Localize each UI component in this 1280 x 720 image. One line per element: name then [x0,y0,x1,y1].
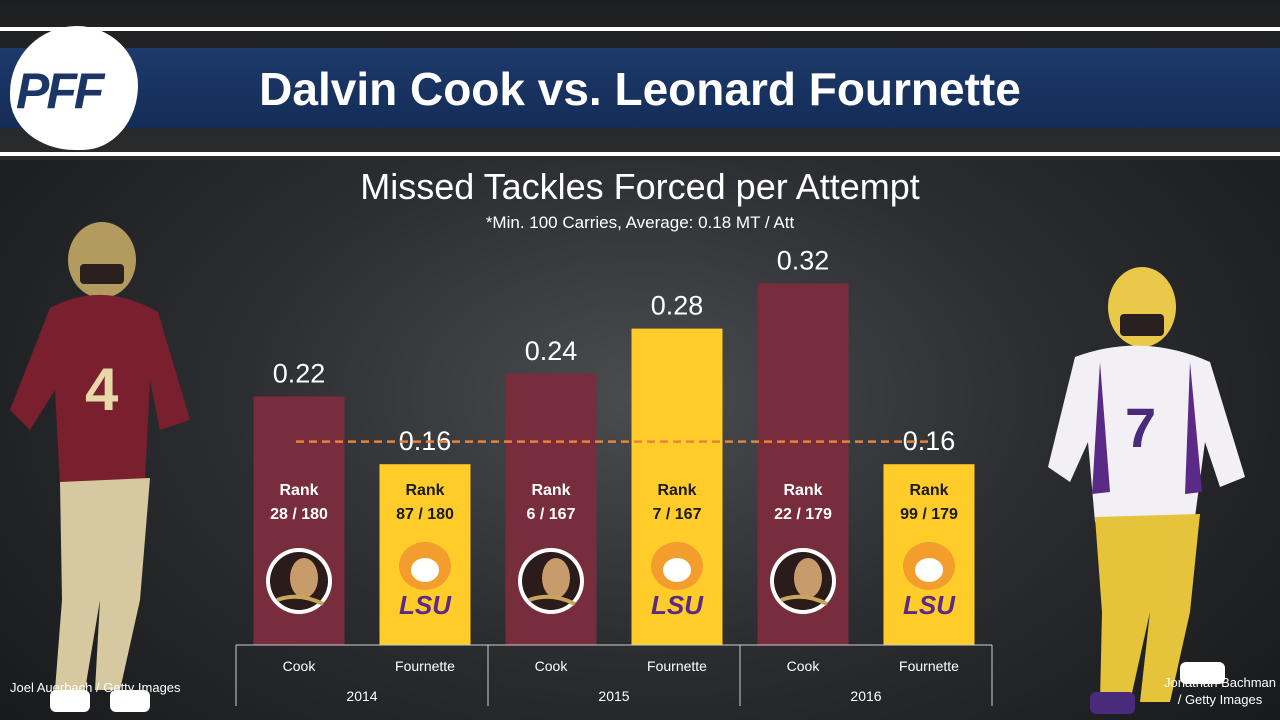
fsu-logo-face [290,558,318,598]
rank-value: 22 / 179 [774,506,832,523]
rank-label: Rank [909,482,948,499]
fsu-logo-face [794,558,822,598]
rank-value: 87 / 180 [396,506,454,523]
svg-text:7: 7 [1125,396,1156,459]
rank-label: Rank [783,482,822,499]
chart-subtitle: *Min. 100 Carries, Average: 0.18 MT / At… [485,213,795,232]
page-title: Dalvin Cook vs. Leonard Fournette [259,63,1021,115]
fsu-logo-feather [276,594,324,606]
x-category-label: Cook [535,658,569,674]
x-category-label: Cook [787,658,821,674]
photo-credit-right: Jonathan Bachman / Getty Images [1163,675,1277,707]
pff-logo-ball [10,26,138,150]
header-top-stripe [0,27,1280,31]
fsu-logo-feather [528,594,576,606]
rank-label: Rank [279,482,318,499]
x-category-label: Cook [283,658,317,674]
lsu-logo-text: LSU [651,590,704,620]
rank-label: Rank [405,482,444,499]
rank-label: Rank [657,482,696,499]
lsu-tiger-muzzle [663,558,691,582]
lsu-logo-text: LSU [399,590,452,620]
rank-value: 28 / 180 [270,506,328,523]
title-bar [0,48,1280,128]
chart-title: Missed Tackles Forced per Attempt [360,166,920,207]
lsu-tiger-muzzle [411,558,439,582]
bar-value-label: 0.28 [651,291,704,321]
lsu-logo-text: LSU [903,590,956,620]
lsu-player-image: 7 [1048,267,1245,714]
fsu-logo-face [542,558,570,598]
rank-value: 7 / 167 [653,506,702,523]
x-category-label: Fournette [395,658,455,674]
x-group-label: 2015 [598,688,629,704]
x-group-label: 2014 [346,688,377,704]
fsu-logo-feather [780,594,828,606]
bar-value-label: 0.22 [273,358,326,388]
pff-logo: PFF [16,63,104,119]
bar-value-label: 0.24 [525,336,578,366]
x-group-label: 2016 [850,688,881,704]
bar-fournette-2015 [631,328,723,645]
lsu-tiger-muzzle [915,558,943,582]
x-category-label: Fournette [899,658,959,674]
fsu-player-image: 4 [10,222,190,712]
rank-value: 6 / 167 [527,506,576,523]
rank-value: 99 / 179 [900,506,958,523]
x-category-label: Fournette [647,658,707,674]
header-bottom-stripe [0,152,1280,156]
rank-label: Rank [531,482,570,499]
bar-value-label: 0.32 [777,245,830,275]
svg-text:4: 4 [85,356,119,423]
photo-credit-left: Joel Auerbach / Getty Images [10,680,181,695]
